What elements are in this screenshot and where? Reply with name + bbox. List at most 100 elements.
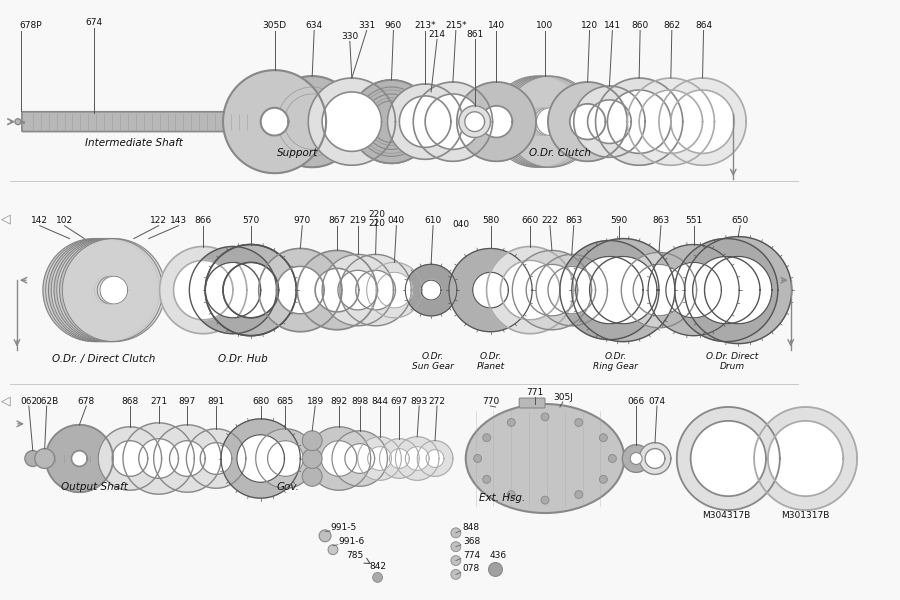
Polygon shape <box>560 241 659 340</box>
Circle shape <box>320 530 331 542</box>
Text: 862: 862 <box>663 20 680 29</box>
Circle shape <box>482 434 491 442</box>
Polygon shape <box>768 421 843 496</box>
Polygon shape <box>276 266 324 314</box>
Polygon shape <box>505 76 596 167</box>
Text: Ext. Hsg.: Ext. Hsg. <box>480 493 526 503</box>
Polygon shape <box>174 260 233 320</box>
Polygon shape <box>57 239 160 341</box>
Circle shape <box>608 455 617 463</box>
Circle shape <box>489 563 502 577</box>
Text: 785: 785 <box>346 551 364 560</box>
Polygon shape <box>43 239 146 341</box>
Text: 330: 330 <box>341 32 358 41</box>
Polygon shape <box>500 76 590 167</box>
Text: 213*: 213* <box>414 20 436 29</box>
Polygon shape <box>627 78 715 165</box>
Text: 272: 272 <box>428 397 446 406</box>
Text: 864: 864 <box>695 20 712 29</box>
Polygon shape <box>481 106 512 137</box>
Polygon shape <box>500 260 560 320</box>
Polygon shape <box>205 262 261 318</box>
Text: 861: 861 <box>466 31 483 40</box>
Text: 220: 220 <box>368 210 385 219</box>
Text: 842: 842 <box>369 562 386 571</box>
Polygon shape <box>395 437 439 481</box>
Polygon shape <box>634 265 685 316</box>
Text: 960: 960 <box>385 20 402 29</box>
Text: 189: 189 <box>307 397 324 406</box>
Polygon shape <box>531 108 559 136</box>
Circle shape <box>541 413 549 421</box>
Polygon shape <box>292 102 332 142</box>
Text: 222: 222 <box>542 216 558 225</box>
Polygon shape <box>84 276 111 304</box>
Text: 660: 660 <box>521 216 539 225</box>
Text: 219: 219 <box>349 216 366 225</box>
Circle shape <box>575 419 582 427</box>
Text: 305J: 305J <box>553 393 572 402</box>
Polygon shape <box>659 78 746 165</box>
Text: 866: 866 <box>194 216 212 225</box>
Text: M301317B: M301317B <box>781 511 830 520</box>
Polygon shape <box>100 276 128 304</box>
Text: 770: 770 <box>482 397 500 406</box>
Polygon shape <box>608 90 670 154</box>
Polygon shape <box>51 239 154 341</box>
FancyBboxPatch shape <box>252 116 266 127</box>
Text: 634: 634 <box>306 20 323 29</box>
Polygon shape <box>418 440 453 476</box>
Polygon shape <box>376 272 412 308</box>
Text: O.Dr.
Planet: O.Dr. Planet <box>476 352 505 371</box>
Text: 697: 697 <box>391 397 408 406</box>
Text: 678P: 678P <box>19 20 41 29</box>
Polygon shape <box>526 108 554 136</box>
Text: 570: 570 <box>242 216 259 225</box>
Circle shape <box>473 455 482 463</box>
Text: O.Dr.
Ring Gear: O.Dr. Ring Gear <box>593 352 638 371</box>
Polygon shape <box>693 256 760 324</box>
Text: 271: 271 <box>150 397 167 406</box>
Polygon shape <box>356 270 395 310</box>
Text: Gov.: Gov. <box>277 482 300 492</box>
Text: 680: 680 <box>252 397 269 406</box>
Polygon shape <box>186 429 246 488</box>
Polygon shape <box>154 425 221 492</box>
Text: 141: 141 <box>604 20 621 29</box>
Polygon shape <box>754 407 857 510</box>
Polygon shape <box>223 262 278 318</box>
Polygon shape <box>223 70 326 173</box>
Text: 436: 436 <box>490 551 507 560</box>
Polygon shape <box>400 96 451 148</box>
Circle shape <box>451 556 461 566</box>
Polygon shape <box>491 76 582 167</box>
Text: 062: 062 <box>21 397 38 406</box>
Polygon shape <box>487 247 573 334</box>
Polygon shape <box>59 239 163 341</box>
Polygon shape <box>388 84 463 160</box>
Polygon shape <box>307 427 371 490</box>
Polygon shape <box>677 407 779 510</box>
Circle shape <box>35 449 55 469</box>
Polygon shape <box>366 262 422 318</box>
Circle shape <box>508 419 516 427</box>
Polygon shape <box>71 451 87 466</box>
Text: 580: 580 <box>482 216 500 225</box>
Text: O.Dr.
Sun Gear: O.Dr. Sun Gear <box>412 352 454 371</box>
Polygon shape <box>92 276 120 304</box>
Polygon shape <box>526 265 578 316</box>
Polygon shape <box>46 425 113 492</box>
Text: 220: 220 <box>368 218 385 227</box>
Text: O.Dr. / Direct Clutch: O.Dr. / Direct Clutch <box>52 355 156 364</box>
Polygon shape <box>536 254 608 326</box>
Text: 215*: 215* <box>445 20 467 29</box>
Text: 892: 892 <box>330 397 347 406</box>
Polygon shape <box>169 440 205 476</box>
Text: 305D: 305D <box>263 20 286 29</box>
Polygon shape <box>382 112 401 131</box>
Text: 040: 040 <box>388 216 405 225</box>
Text: 678: 678 <box>77 397 94 406</box>
Polygon shape <box>534 108 562 136</box>
Polygon shape <box>261 108 288 136</box>
Polygon shape <box>112 440 148 476</box>
